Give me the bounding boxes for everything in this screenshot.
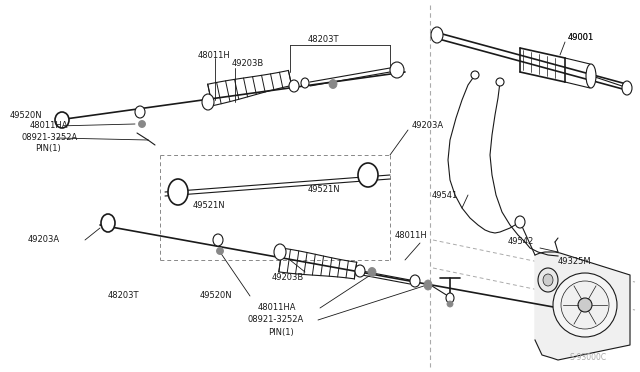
Text: 08921-3252A: 08921-3252A xyxy=(22,134,78,142)
Ellipse shape xyxy=(355,265,365,277)
Ellipse shape xyxy=(138,121,145,128)
Text: PIN(1): PIN(1) xyxy=(35,144,61,153)
Ellipse shape xyxy=(301,78,309,88)
Text: 48011HA: 48011HA xyxy=(258,304,296,312)
Ellipse shape xyxy=(274,244,286,260)
Ellipse shape xyxy=(538,268,558,292)
Ellipse shape xyxy=(358,163,378,187)
Text: 49542: 49542 xyxy=(508,237,534,247)
Ellipse shape xyxy=(289,80,299,92)
Text: 49203B: 49203B xyxy=(272,273,304,282)
Text: 48011HA: 48011HA xyxy=(30,122,68,131)
Text: 49521N: 49521N xyxy=(193,201,226,209)
Ellipse shape xyxy=(471,71,479,79)
Ellipse shape xyxy=(368,267,376,276)
Text: 49520N: 49520N xyxy=(10,110,43,119)
Ellipse shape xyxy=(578,298,592,312)
Ellipse shape xyxy=(622,81,632,95)
Text: 49203A: 49203A xyxy=(28,235,60,244)
Ellipse shape xyxy=(202,94,214,110)
Ellipse shape xyxy=(135,106,145,118)
Text: 08921-3252A: 08921-3252A xyxy=(248,315,304,324)
Text: 49520N: 49520N xyxy=(200,292,232,301)
Ellipse shape xyxy=(216,247,223,254)
Text: 48011H: 48011H xyxy=(198,51,231,60)
Text: 49203A: 49203A xyxy=(412,121,444,129)
Text: S-93000C: S-93000C xyxy=(570,353,607,362)
Ellipse shape xyxy=(168,179,188,205)
Polygon shape xyxy=(535,252,630,360)
Ellipse shape xyxy=(329,80,337,89)
Text: 49325M: 49325M xyxy=(558,257,591,266)
Ellipse shape xyxy=(410,275,420,287)
Ellipse shape xyxy=(447,301,453,307)
Ellipse shape xyxy=(553,273,617,337)
Ellipse shape xyxy=(390,62,404,78)
Ellipse shape xyxy=(496,78,504,86)
Ellipse shape xyxy=(446,293,454,303)
Ellipse shape xyxy=(561,281,609,329)
Text: 48203T: 48203T xyxy=(108,292,140,301)
Text: 48011H: 48011H xyxy=(395,231,428,240)
Text: PIN(1): PIN(1) xyxy=(268,327,294,337)
Text: 49001: 49001 xyxy=(568,33,595,42)
Text: 49001: 49001 xyxy=(568,33,595,42)
Text: 49541: 49541 xyxy=(432,190,458,199)
Text: 49521N: 49521N xyxy=(308,186,340,195)
Ellipse shape xyxy=(515,216,525,228)
Ellipse shape xyxy=(431,27,443,43)
Ellipse shape xyxy=(55,112,69,128)
Ellipse shape xyxy=(213,234,223,246)
Text: 49203B: 49203B xyxy=(232,58,264,67)
Ellipse shape xyxy=(543,274,553,286)
Text: 48203T: 48203T xyxy=(308,35,339,45)
Ellipse shape xyxy=(424,280,432,290)
Ellipse shape xyxy=(586,64,596,88)
Ellipse shape xyxy=(101,214,115,232)
